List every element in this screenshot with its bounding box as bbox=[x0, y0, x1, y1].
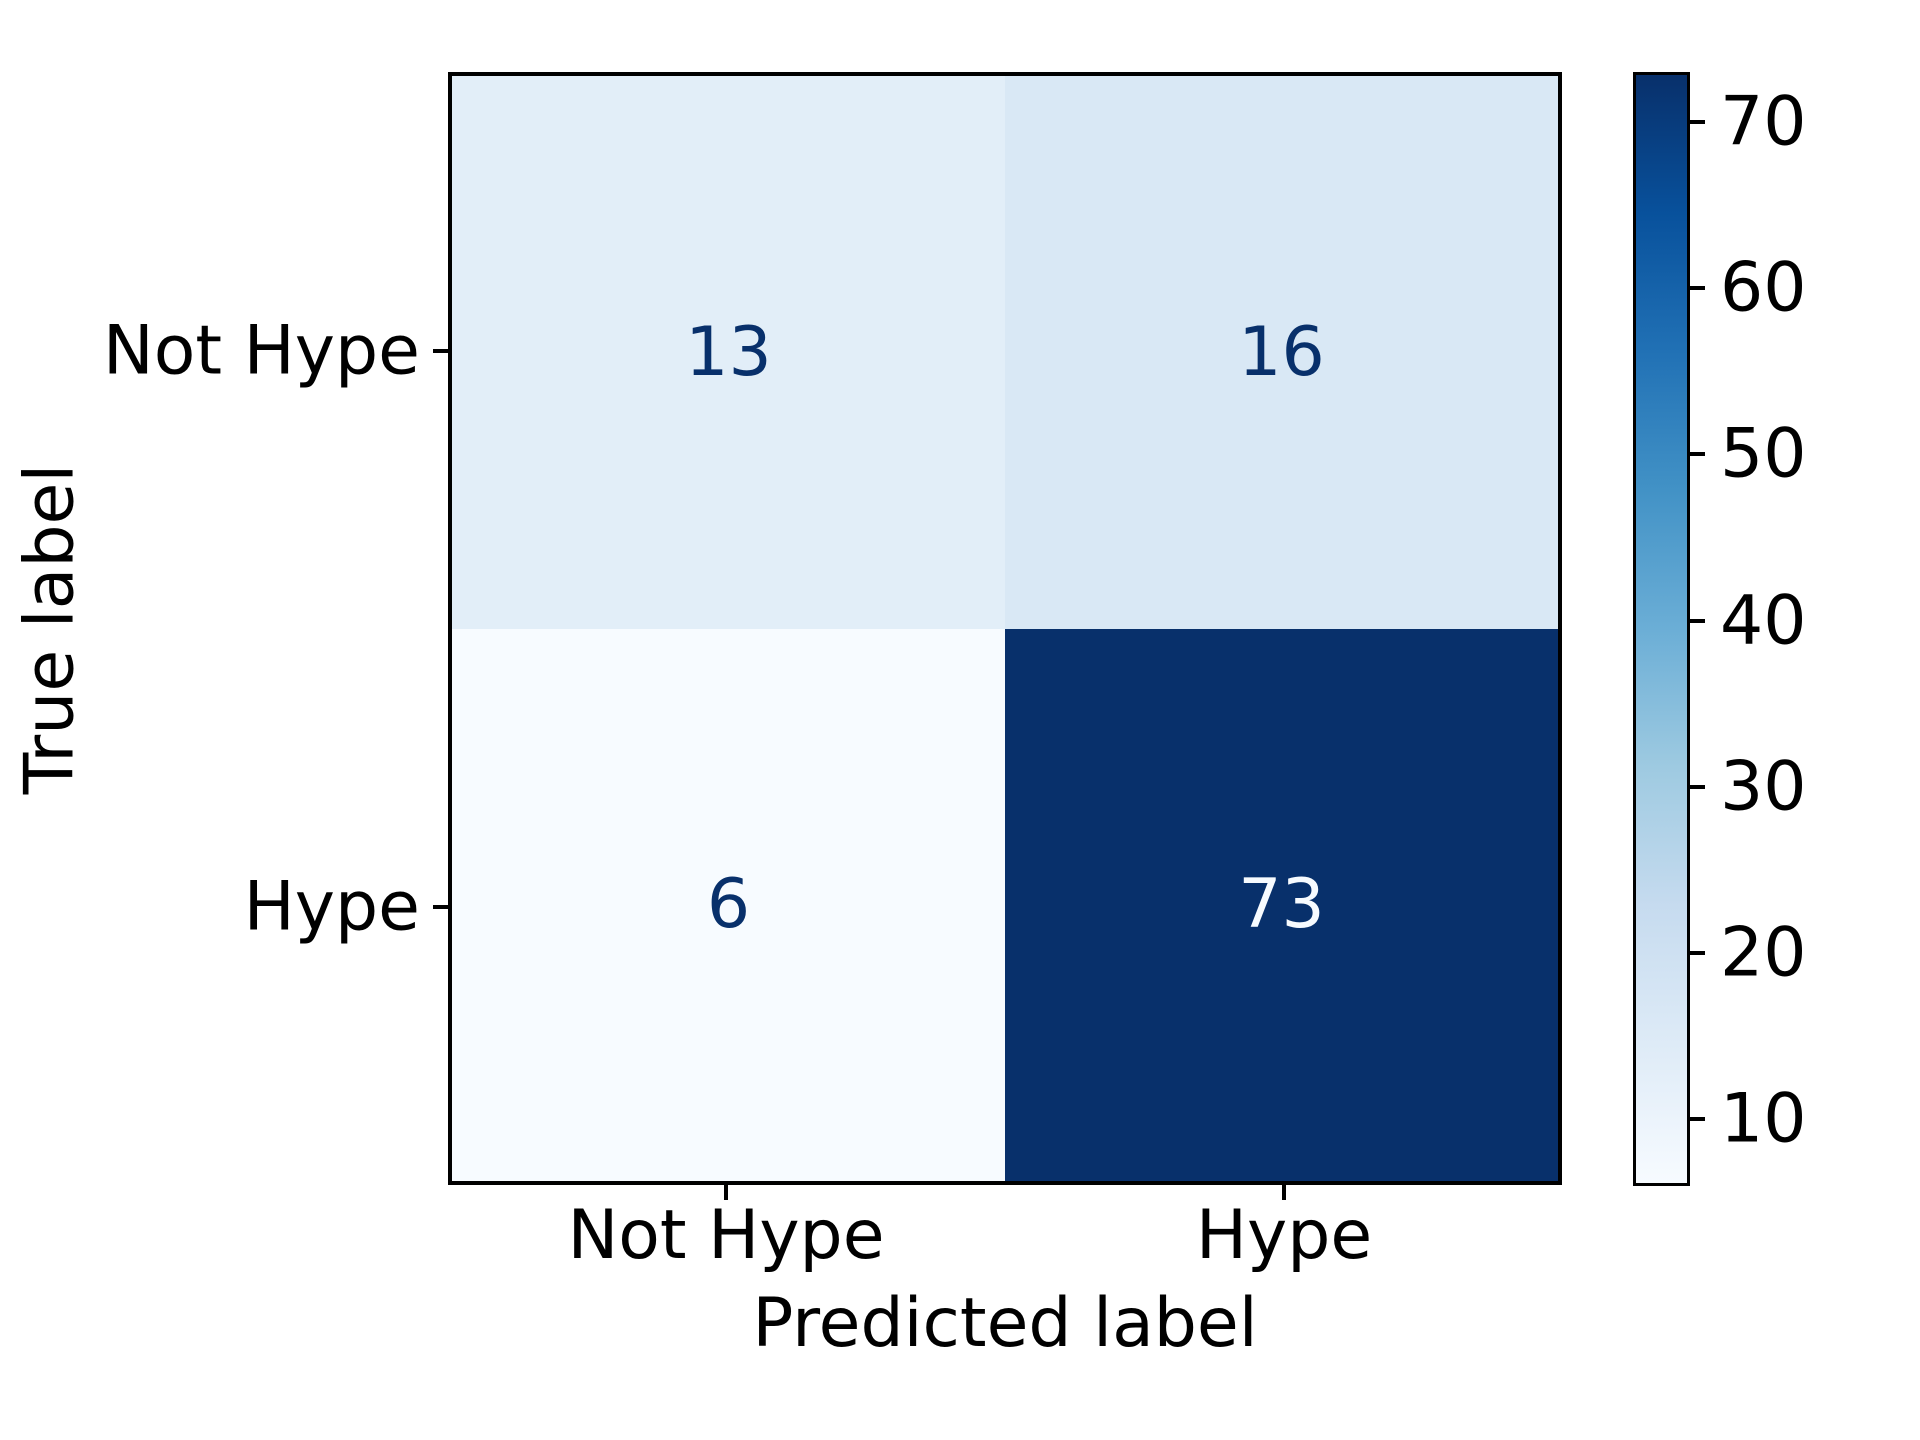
colorbar-tick-label: 10 bbox=[1720, 1079, 1807, 1159]
y-tick-label-nothype: Not Hype bbox=[102, 311, 420, 391]
colorbar-tick-mark bbox=[1690, 1117, 1705, 1122]
y-axis-title: True label bbox=[10, 463, 90, 795]
colorbar-tick-mark bbox=[1690, 452, 1705, 457]
matrix-cell-true-hype-pred-nothype: 6 bbox=[452, 628, 1005, 1181]
colorbar-tick-mark bbox=[1690, 618, 1705, 623]
y-tick-mark-nothype bbox=[433, 349, 448, 353]
matrix-cell-true-nothype-pred-nothype: 13 bbox=[452, 76, 1005, 629]
x-tick-label-nothype: Not Hype bbox=[567, 1196, 885, 1275]
x-tick-label-hype: Hype bbox=[1195, 1196, 1373, 1275]
x-axis-title: Predicted label bbox=[752, 1284, 1258, 1363]
colorbar-tick-mark bbox=[1690, 951, 1705, 956]
colorbar-gradient bbox=[1633, 72, 1690, 1186]
matrix-cell-true-hype-pred-hype: 73 bbox=[1005, 628, 1558, 1181]
confusion-matrix-plot: 13 16 6 73 bbox=[448, 72, 1562, 1185]
colorbar-tick-label: 40 bbox=[1720, 581, 1807, 661]
colorbar-tick-mark bbox=[1690, 784, 1705, 789]
colorbar-tick-label: 20 bbox=[1720, 913, 1807, 993]
colorbar-tick-mark bbox=[1690, 286, 1705, 291]
colorbar-tick-mark bbox=[1690, 119, 1705, 124]
y-tick-mark-hype bbox=[433, 905, 448, 909]
matrix-cell-true-nothype-pred-hype: 16 bbox=[1005, 76, 1558, 629]
y-tick-label-hype: Hype bbox=[243, 867, 420, 947]
colorbar-tick-label: 70 bbox=[1720, 82, 1807, 162]
colorbar-tick-label: 30 bbox=[1720, 747, 1807, 827]
x-tick-mark-hype bbox=[1282, 1185, 1286, 1200]
colorbar-tick-label: 50 bbox=[1720, 414, 1807, 494]
x-tick-mark-nothype bbox=[724, 1185, 728, 1200]
colorbar-tick-label: 60 bbox=[1720, 248, 1807, 328]
